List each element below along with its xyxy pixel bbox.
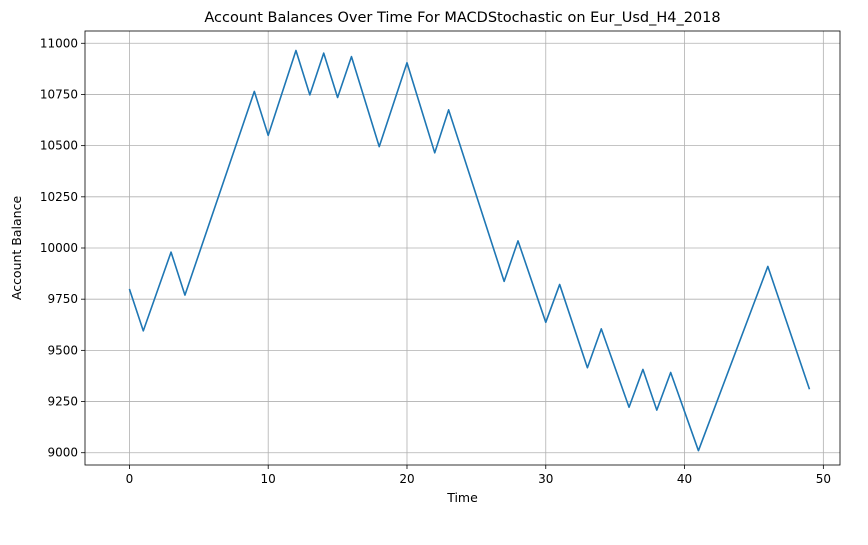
y-tick-label: 10750 bbox=[40, 87, 78, 101]
y-tick-label: 9000 bbox=[47, 446, 78, 460]
y-tick-label: 9500 bbox=[47, 343, 78, 357]
x-tick-label: 0 bbox=[126, 472, 134, 486]
x-tick-label: 10 bbox=[261, 472, 276, 486]
x-axis-label: Time bbox=[446, 490, 478, 505]
x-tick-label: 50 bbox=[816, 472, 831, 486]
y-axis-ticks: 9000 9250 9500 9750 10000 10250 10500 10750 1100… bbox=[40, 36, 85, 460]
x-axis-ticks: 0 10 20 30 40 50 bbox=[126, 465, 831, 486]
grid-layer bbox=[85, 31, 840, 465]
x-tick-label: 30 bbox=[538, 472, 553, 486]
y-axis-label: Account Balance bbox=[9, 196, 24, 301]
series-layer bbox=[128, 49, 811, 452]
x-tick-label: 20 bbox=[399, 472, 414, 486]
y-tick-label: 9750 bbox=[47, 292, 78, 306]
y-tick-label: 11000 bbox=[40, 36, 78, 50]
x-tick-label: 40 bbox=[677, 472, 692, 486]
y-tick-label: 10250 bbox=[40, 190, 78, 204]
chart-title: Account Balances Over Time For MACDStoch… bbox=[204, 10, 720, 26]
y-tick-label: 10500 bbox=[40, 139, 78, 153]
series-line bbox=[128, 49, 811, 452]
y-tick-label: 10000 bbox=[40, 241, 78, 255]
y-tick-label: 9250 bbox=[47, 395, 78, 409]
